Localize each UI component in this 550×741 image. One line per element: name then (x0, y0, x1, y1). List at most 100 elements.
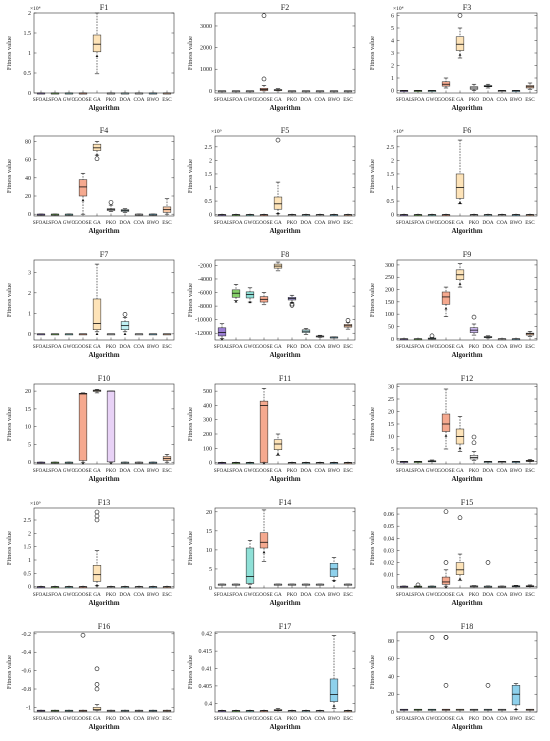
y-axis-label: Fitness value (187, 36, 194, 70)
x-tick-label: BWO (328, 716, 340, 722)
box-gwo (427, 635, 437, 711)
chart-title: F2 (281, 3, 289, 12)
x-tick-label: BWO (328, 220, 340, 226)
y-tick-label: 150 (385, 300, 394, 306)
x-axis-label: Algorithm (451, 104, 482, 112)
x-tick-label: SFOA (411, 97, 425, 103)
box-doa (483, 335, 493, 339)
outlier-point (471, 434, 477, 440)
x-tick-label: GA (93, 592, 101, 598)
x-tick-label: ESC (525, 97, 535, 103)
box-goose (441, 77, 451, 89)
chart-title: F5 (281, 126, 289, 135)
x-tick-label: GA (456, 344, 464, 350)
x-tick-label: GOOSE (255, 97, 272, 103)
box-ga (455, 515, 465, 582)
x-tick-label: SFOAL (396, 716, 412, 722)
x-tick-label: GA (93, 220, 101, 226)
y-tick-label: 15 (206, 529, 212, 535)
x-tick-label: DOA (119, 468, 130, 474)
x-tick-label: GOOSE (437, 97, 454, 103)
box-doa (483, 683, 493, 711)
y-tick-label: -4000 (198, 277, 212, 283)
x-tick-label: SFOA (229, 97, 243, 103)
mean-marker (276, 452, 280, 455)
box-doa (483, 83, 493, 89)
y-axis-label: Fitness value (369, 36, 376, 70)
box-goose (78, 632, 88, 712)
x-tick-label: ESC (162, 220, 172, 226)
x-tick-label: COA (315, 97, 326, 103)
box-iqr (78, 179, 88, 197)
x-tick-label: GWO (244, 716, 257, 722)
y-tick-label: 30 (388, 385, 394, 391)
box-bwo (329, 635, 339, 709)
mean-marker (444, 434, 448, 437)
x-tick-label: ESC (525, 468, 535, 474)
chart-f5: F5 ×10⁹ 0 0.5 1 1.5 2 2.5 Fitness value SFOAL SFOA… (187, 126, 356, 235)
x-tick-label: BWO (510, 97, 522, 103)
y-tick-label: 3000 (200, 24, 212, 30)
box-goose (259, 13, 269, 92)
y-tick-label: 0 (209, 461, 212, 467)
mean-marker (276, 212, 280, 215)
outlier-point (429, 333, 435, 339)
plot-frame (33, 383, 175, 465)
x-tick-label: GOOSE (437, 716, 454, 722)
x-tick-label: PKO (469, 344, 480, 350)
y-tick-label: 1.5 (387, 172, 395, 178)
box-iqr (106, 390, 116, 463)
outlier-point (275, 137, 281, 143)
x-tick-label: GWO (426, 220, 439, 226)
x-tick-label: SFOA (48, 592, 62, 598)
chart-f2: F2 0 1000 2000 3000 Fitness value SFOAL SFOA GWO… (187, 3, 356, 112)
x-tick-label: GWO (426, 716, 439, 722)
x-tick-label: GWO (244, 468, 257, 474)
x-tick-label: GWO (426, 97, 439, 103)
plot-frame (33, 507, 175, 589)
x-axis-label: Algorithm (451, 599, 482, 607)
box-goose (259, 292, 269, 306)
box-sfoal (217, 583, 227, 586)
x-tick-label: ESC (162, 97, 172, 103)
x-axis-label: Algorithm (269, 104, 300, 112)
x-tick-label: PKO (106, 97, 117, 103)
chart-title: F16 (98, 622, 110, 631)
x-tick-label: GA (93, 344, 101, 350)
x-tick-label: SFOAL (214, 344, 230, 350)
y-tick-label: 20 (388, 410, 394, 416)
x-tick-label: BWO (510, 220, 522, 226)
y-tick-label: 0.41 (202, 667, 213, 673)
x-tick-label: PKO (287, 592, 298, 598)
outlier-point (485, 683, 491, 688)
y-tick-label: 0 (391, 89, 394, 95)
box-goose (441, 286, 451, 317)
x-tick-label: DOA (300, 97, 311, 103)
y-tick-label: 0.5 (387, 199, 395, 205)
plot-frame (214, 12, 356, 94)
x-tick-label: COA (497, 220, 508, 226)
x-tick-label: COA (315, 716, 326, 722)
x-tick-label: ESC (343, 344, 353, 350)
x-tick-label: DOA (119, 716, 130, 722)
box-ga (455, 13, 465, 59)
y-tick-label: 0.01 (384, 573, 395, 579)
box-sfoa (50, 333, 60, 336)
box-iqr (92, 143, 102, 151)
box-pko (469, 83, 479, 91)
y-tick-label: 40 (388, 674, 394, 680)
x-tick-label: COA (497, 97, 508, 103)
box-coa (134, 333, 144, 336)
chart-f17: F17 0.4 0.405 0.41 0.415 0.42 Fitness value SFO… (187, 622, 356, 731)
x-tick-label: DOA (482, 468, 493, 474)
y-axis-label: Fitness value (187, 283, 194, 317)
y-tick-label: 200 (385, 288, 394, 294)
chart-title: F18 (461, 622, 473, 631)
plot-frame (214, 631, 356, 713)
x-tick-label: BWO (510, 468, 522, 474)
y-axis-label: Fitness value (369, 283, 376, 317)
plot-frame (33, 12, 175, 94)
x-tick-label: GWO (244, 592, 257, 598)
x-tick-label: DOA (482, 716, 493, 722)
box-ga (92, 263, 102, 335)
